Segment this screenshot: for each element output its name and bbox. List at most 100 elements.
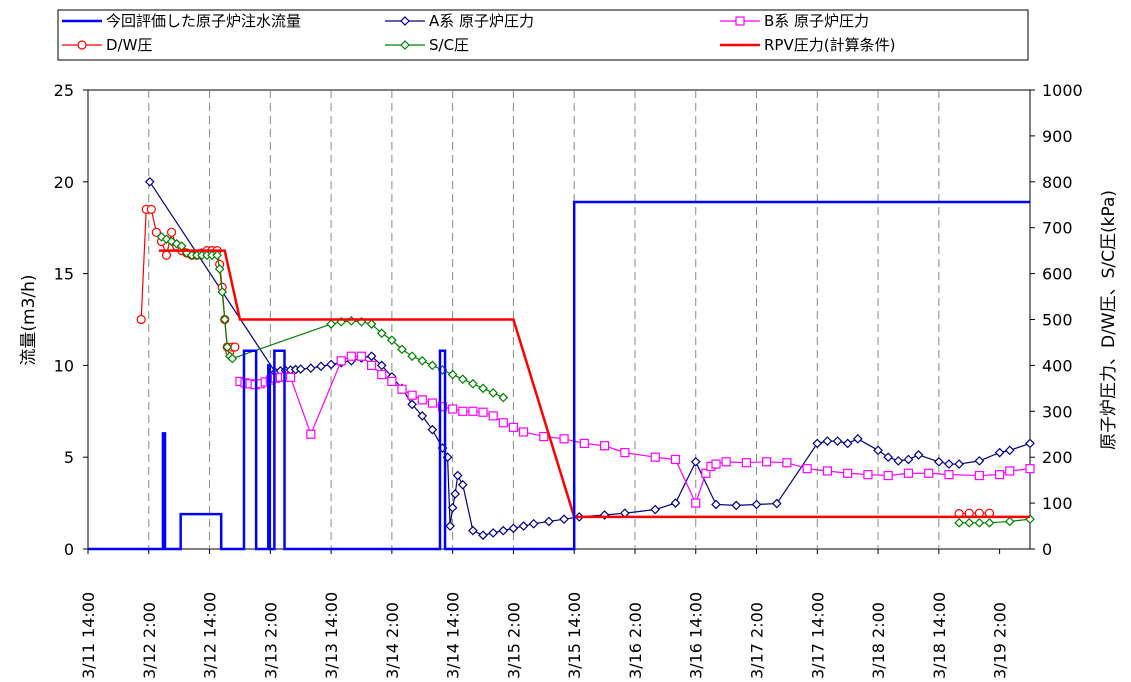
x-tick-label: 3/19 2:00 — [991, 602, 1010, 679]
left-tick-label: 0 — [64, 540, 74, 559]
legend-box — [57, 9, 1029, 61]
data-point — [306, 429, 316, 439]
series-0 — [88, 200, 1030, 551]
data-point — [336, 356, 346, 366]
data-point — [924, 468, 934, 478]
x-tick-label: 3/14 14:00 — [444, 592, 463, 679]
data-point — [407, 390, 417, 400]
data-point — [954, 517, 964, 528]
legend-item: S/C圧 — [385, 36, 469, 54]
data-point — [161, 250, 172, 260]
data-point — [468, 378, 478, 389]
data-point — [762, 457, 772, 467]
data-point — [1025, 464, 1035, 474]
data-point — [468, 406, 478, 416]
data-point — [852, 433, 863, 444]
data-point — [377, 369, 387, 380]
data-point — [458, 406, 468, 416]
left-tick-label: 5 — [64, 448, 74, 467]
data-point — [974, 517, 985, 528]
data-point — [376, 360, 387, 371]
data-point — [417, 395, 427, 405]
legend-marker — [400, 16, 410, 26]
legend-item: 今回評価した原子炉注水流量 — [62, 12, 301, 30]
data-point — [212, 250, 222, 261]
right-tick-label: 500 — [1042, 311, 1073, 330]
data-point — [1004, 516, 1015, 527]
data-point — [771, 498, 782, 509]
legend: 今回評価した原子炉注水流量 A系 原子炉圧力 B系 原子炉圧力 D/W圧 S/C圧 RPV… — [62, 12, 895, 54]
data-point — [741, 458, 751, 468]
legend-marker — [735, 16, 745, 26]
data-point — [356, 351, 367, 361]
x-tick-label: 3/12 14:00 — [201, 592, 220, 679]
data-point — [417, 411, 428, 421]
data-point — [711, 459, 721, 469]
data-point — [219, 314, 230, 325]
legend-marker — [400, 40, 410, 50]
x-tick-label: 3/11 14:00 — [79, 592, 98, 679]
data-point — [367, 360, 377, 370]
data-point — [427, 360, 438, 371]
x-tick-label: 3/12 2:00 — [140, 602, 159, 679]
right-tick-label: 800 — [1042, 173, 1073, 192]
x-tick-label: 3/17 14:00 — [808, 592, 827, 679]
data-point — [711, 499, 721, 510]
data-point — [1025, 438, 1035, 449]
data-point — [214, 264, 225, 274]
data-point — [670, 498, 681, 508]
data-point — [387, 335, 397, 346]
data-point — [222, 342, 233, 352]
data-point — [539, 431, 549, 442]
left-axis-title: 流量(m3/h) — [19, 274, 39, 365]
right-axis-ticks: 0 100 200 300 400 500 600 700 800 900 1000 — [1030, 81, 1083, 559]
x-tick-label: 3/15 14:00 — [565, 592, 584, 679]
x-tick-label: 3/15 2:00 — [504, 602, 523, 679]
data-point — [488, 528, 499, 538]
data-point — [366, 319, 377, 329]
data-point — [498, 525, 509, 536]
x-tick-label: 3/18 2:00 — [869, 602, 888, 679]
right-tick-label: 100 — [1042, 494, 1073, 513]
data-point — [964, 517, 975, 528]
x-tick-label: 3/18 14:00 — [930, 592, 949, 679]
data-point — [518, 427, 529, 437]
data-point — [508, 523, 519, 534]
data-point — [407, 399, 417, 410]
data-point — [650, 504, 661, 515]
data-point — [144, 176, 155, 187]
right-tick-label: 700 — [1042, 219, 1073, 238]
data-point — [544, 516, 554, 527]
x-tick-label: 3/17 2:00 — [748, 602, 767, 679]
right-axis-title: 原子炉圧力、D/W圧、S/C圧(kPa) — [1099, 190, 1119, 450]
data-point — [974, 456, 985, 466]
data-point — [620, 448, 630, 458]
x-tick-label: 3/16 2:00 — [626, 602, 645, 679]
series-2 — [235, 351, 1035, 508]
legend-label: 今回評価した原子炉注水流量 — [106, 12, 301, 30]
data-point — [326, 319, 336, 329]
data-point — [151, 227, 161, 237]
data-point — [842, 438, 853, 449]
series-layer — [88, 176, 1035, 551]
data-point — [518, 521, 529, 531]
right-tick-label: 200 — [1042, 448, 1073, 467]
series-line — [88, 200, 1030, 551]
data-point — [397, 384, 407, 394]
data-point — [445, 521, 455, 531]
left-tick-label: 25 — [54, 81, 74, 100]
data-point — [944, 470, 954, 480]
data-point — [166, 227, 177, 237]
data-point — [448, 404, 458, 414]
legend-item: B系 原子炉圧力 — [720, 12, 869, 30]
data-point — [670, 454, 681, 465]
right-tick-label: 400 — [1042, 356, 1073, 375]
data-point — [883, 470, 893, 481]
left-axis-ticks: 0 5 10 15 20 25 — [54, 81, 88, 559]
data-point — [822, 466, 833, 476]
data-point — [883, 452, 894, 463]
data-point — [326, 359, 336, 370]
data-point — [528, 518, 539, 529]
data-point — [146, 204, 156, 214]
